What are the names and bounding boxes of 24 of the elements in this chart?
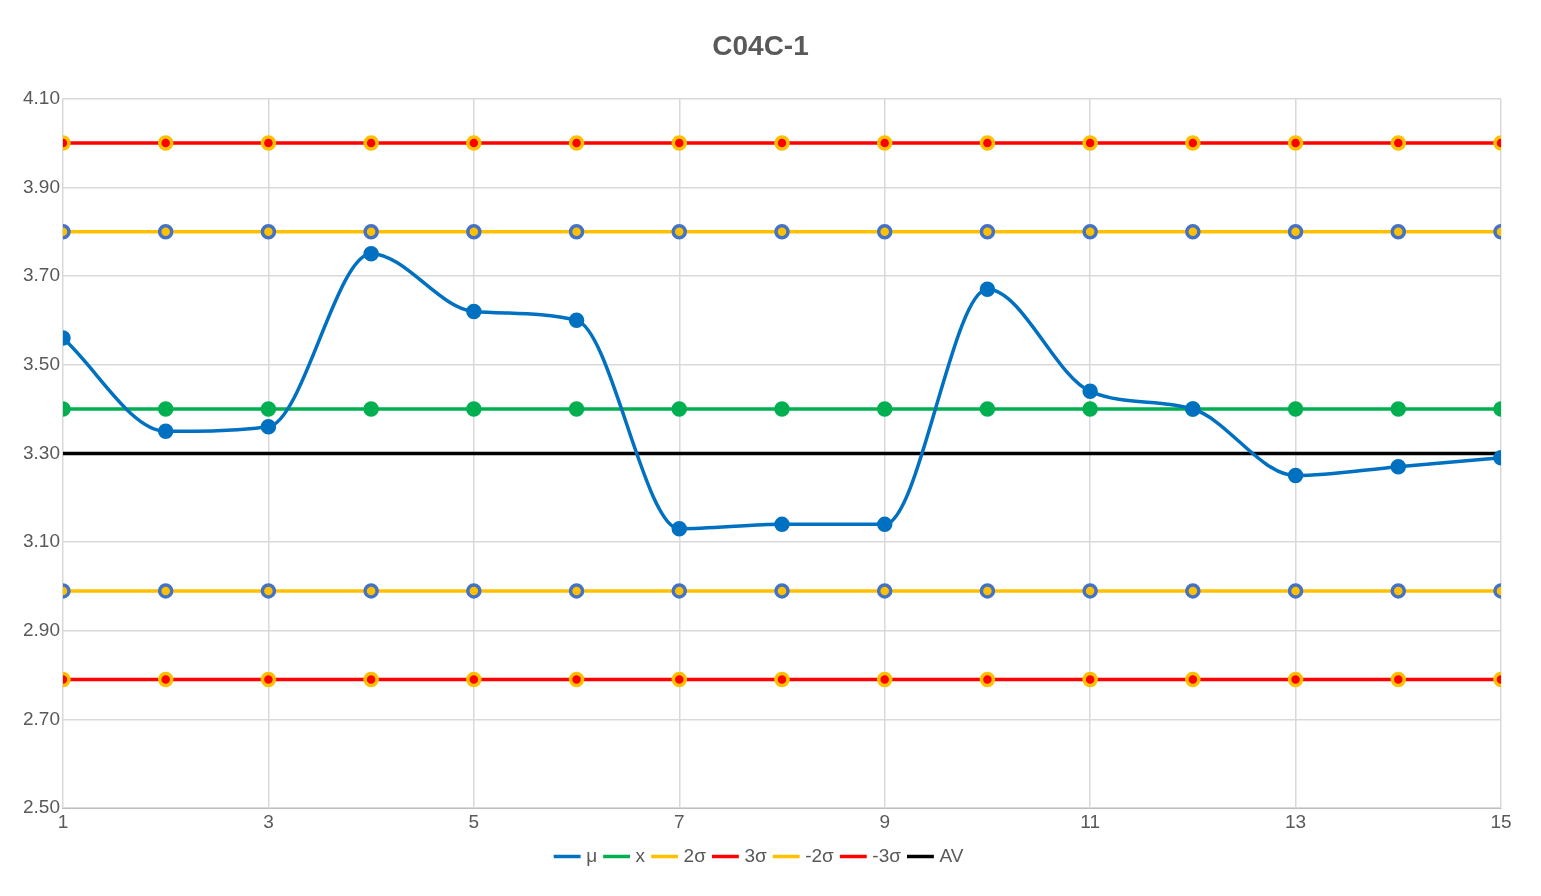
y-tick-label: 3.10 [23,530,60,552]
x-tick-label: 5 [468,810,480,832]
y-tick-label: 3.90 [23,175,60,197]
y-tick-label: 3.30 [23,441,60,463]
x-tick-label: 3 [263,810,274,832]
y-tick-label: 2.70 [23,707,60,729]
y-tick-label: 3.70 [23,264,60,286]
x-tick-label: 9 [879,810,890,832]
x-tick-label: 15 [1490,810,1512,832]
legend-label: 3σ [744,844,767,866]
legend-label: AV [939,844,964,866]
legend-label: -2σ [805,844,835,866]
chart-title: C04C-1 [712,29,809,61]
y-tick-label: 3.50 [23,352,60,374]
y-tick-label: 2.50 [23,796,60,818]
x-tick-label: 11 [1080,810,1100,832]
x-tick-label: 13 [1285,810,1307,832]
y-tick-label: 4.10 [23,86,60,108]
legend-label: -3σ [872,844,902,866]
x-tick-label: 7 [673,810,685,832]
legend-label: μ [586,844,598,866]
legend-label: 2σ [683,844,707,866]
legend-label: x [635,844,646,866]
y-tick-label: 2.90 [23,619,60,641]
